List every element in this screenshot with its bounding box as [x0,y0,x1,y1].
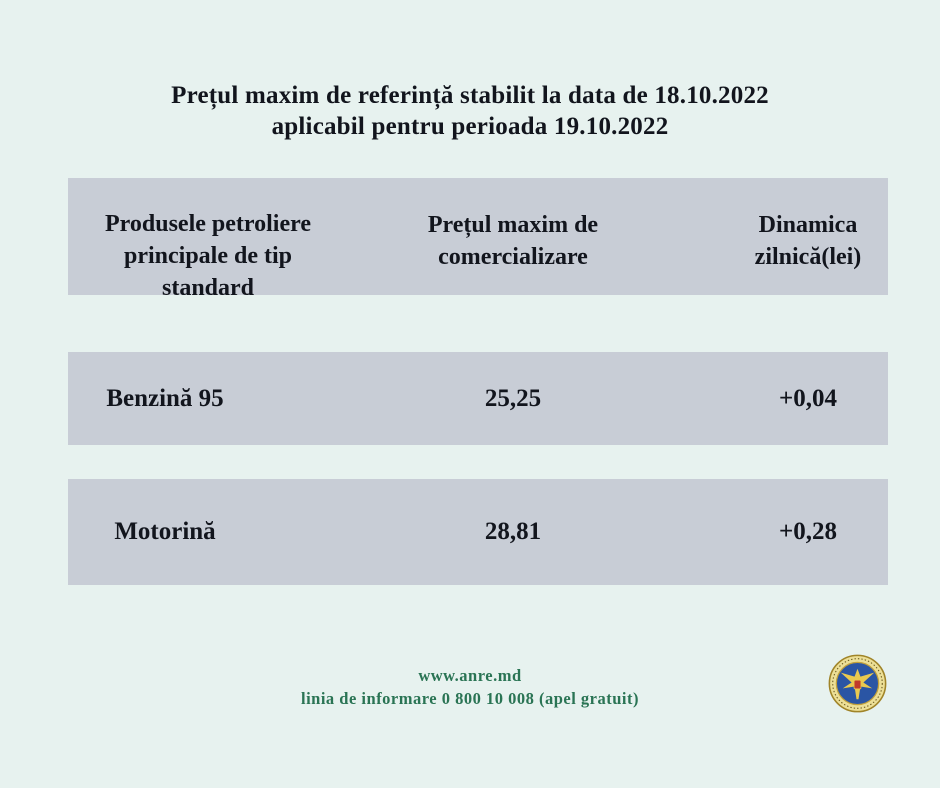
header-products-label: Produsele petroliere principale de tip s… [105,211,311,301]
header-max-price-column: Prețul maxim de comercializare [348,209,678,273]
table-row: Motorină 28,81 +0,28 [68,479,888,585]
website-text: www.anre.md [418,666,522,685]
dynamic-motorina: +0,28 [779,518,837,545]
product-name-benzina: Benzină 95 [106,384,224,412]
table-header-row: Produsele petroliere principale de tip s… [68,178,888,301]
anre-emblem-icon [828,654,887,713]
price-motorina: 28,81 [484,518,542,545]
page-title: Prețul maxim de referință stabilit la da… [0,80,940,142]
header-daily-dynamic-label: Dinamica zilnică(lei) [754,212,862,270]
info-line-text: linia de informare 0 800 10 008 (apel gr… [301,689,639,708]
dynamic-benzina: +0,04 [779,384,837,412]
header-daily-dynamic-column: Dinamica zilnică(lei) [678,209,888,273]
product-name-motorina: Motorină [114,518,216,545]
anre-emblem-svg [828,654,887,713]
title-line-2: aplicabil pentru perioada 19.10.2022 [271,113,669,140]
table-row: Benzină 95 25,25 +0,04 [68,352,888,445]
footer: www.anre.md linia de informare 0 800 10 … [0,664,940,710]
header-max-price-label: Prețul maxim de comercializare [427,212,599,270]
header-products-column: Produsele petroliere principale de tip s… [68,178,348,304]
price-benzina: 25,25 [484,384,542,412]
title-line-1: Prețul maxim de referință stabilit la da… [171,82,769,109]
